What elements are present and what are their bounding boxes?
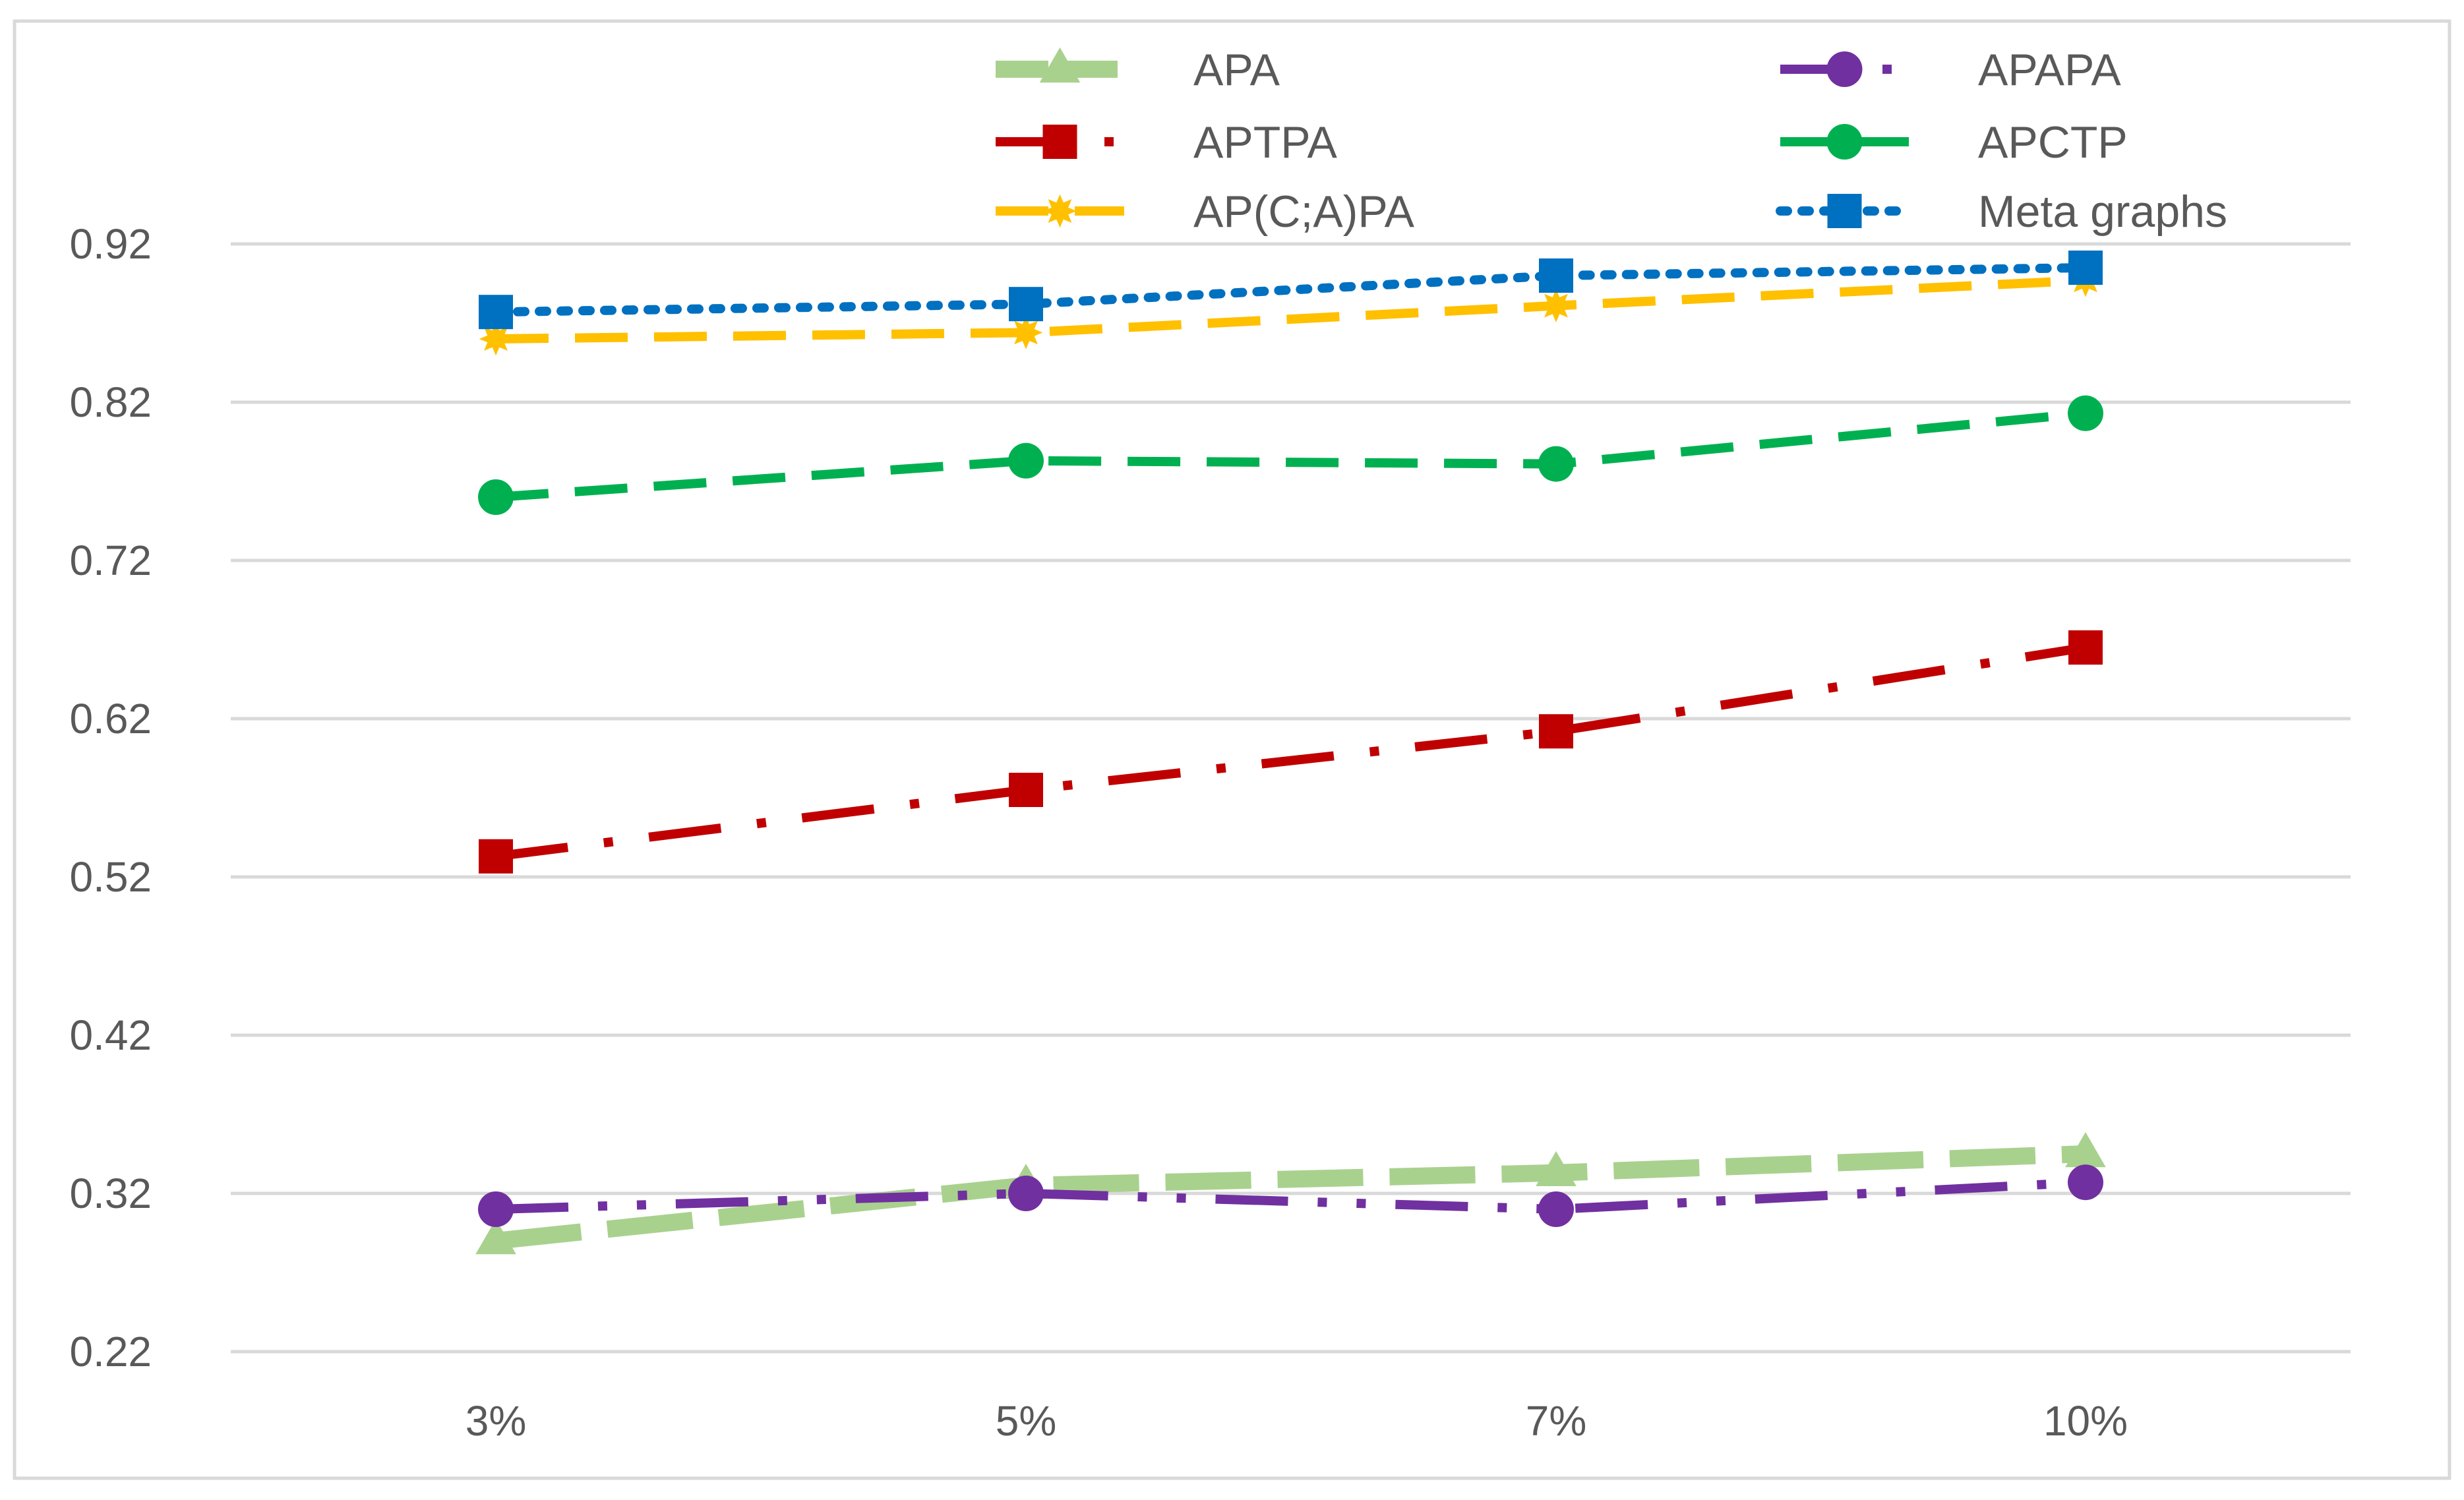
legend-item-apapa: APAPA <box>1780 45 2121 95</box>
chart-border <box>13 19 2451 1480</box>
data-point-apapa <box>478 1191 514 1227</box>
data-point-apa <box>475 1219 516 1255</box>
legend-label: AP(C;A)PA <box>1193 187 1415 237</box>
x-tick-label: 5% <box>996 1397 1057 1445</box>
data-point-meta-graphs <box>2068 251 2103 285</box>
series-meta-graphs <box>479 251 2103 330</box>
data-point-meta-graphs <box>479 295 513 330</box>
legend-label: Meta graphs <box>1978 187 2227 237</box>
data-point-ap-c-a-pa <box>479 322 513 356</box>
y-tick-label: 0.22 <box>69 1328 152 1375</box>
legend-item-meta-graphs: Meta graphs <box>1776 187 2227 237</box>
data-point-aptpa <box>1009 773 1043 807</box>
y-tick-label: 0.82 <box>69 378 152 426</box>
legend-label: APCTP <box>1978 117 2128 167</box>
legend: APA APAPA APTPA APCTP AP(C;A)PA Meta graphs <box>996 45 2227 237</box>
gridlines <box>231 242 2351 1354</box>
legend-marker <box>1826 124 1863 160</box>
data-point-apctp <box>1008 442 1044 479</box>
data-point-ap-c-a-pa <box>1539 289 1573 322</box>
x-tick-label: 3% <box>466 1397 527 1445</box>
y-tick-label: 0.92 <box>69 220 152 268</box>
x-axis-tick-labels: 3% 5% 7% 10% <box>466 1397 2128 1445</box>
data-point-apapa <box>2068 1164 2103 1201</box>
y-tick-label: 0.62 <box>69 695 152 742</box>
data-point-apapa <box>1008 1176 1044 1211</box>
legend-label: APA <box>1193 45 1280 95</box>
data-point-apa <box>1536 1151 1577 1187</box>
y-tick-label: 0.42 <box>69 1011 152 1059</box>
legend-marker <box>1039 47 1081 83</box>
series-line-apctp <box>495 408 2086 502</box>
data-point-aptpa <box>479 839 513 874</box>
data-point-meta-graphs <box>1539 258 1573 293</box>
y-tick-label: 0.32 <box>69 1170 152 1217</box>
data-point-aptpa <box>2068 630 2103 665</box>
legend-marker <box>1043 194 1077 228</box>
series-apapa <box>478 1164 2103 1227</box>
data-point-apctp <box>478 479 514 515</box>
data-point-ap-c-a-pa <box>1009 316 1043 349</box>
legend-marker <box>1826 51 1863 87</box>
y-axis-tick-labels: 0.22 0.32 0.42 0.52 0.62 0.72 0.82 0.92 <box>69 220 152 1375</box>
legend-item-apa: APA <box>996 45 1280 95</box>
data-point-apapa <box>1538 1191 1574 1227</box>
legend-item-apctp: APCTP <box>1780 117 2128 167</box>
series-apctp <box>478 395 2103 515</box>
series-line-aptpa <box>495 643 2087 861</box>
legend-marker <box>1042 125 1077 159</box>
data-point-apctp <box>1538 446 1574 482</box>
legend-marker <box>1827 194 1862 228</box>
series-line-meta-graphs <box>491 263 2090 317</box>
series-aptpa <box>479 630 2103 874</box>
x-tick-label: 10% <box>2043 1397 2128 1445</box>
x-tick-label: 7% <box>1526 1397 1587 1445</box>
series-line-ap-c-a-pa <box>495 276 2086 344</box>
data-point-apctp <box>2068 395 2103 431</box>
data-point-apa <box>2065 1132 2106 1168</box>
legend-item-ap-c-a-pa: AP(C;A)PA <box>996 187 1415 237</box>
y-tick-label: 0.52 <box>69 853 152 901</box>
legend-label: APAPA <box>1978 45 2121 95</box>
series-line-apa <box>495 1145 2086 1249</box>
y-tick-label: 0.72 <box>69 537 152 584</box>
data-point-meta-graphs <box>1009 287 1043 322</box>
series-line-apapa <box>495 1178 2086 1215</box>
legend-item-aptpa: APTPA <box>996 117 1338 167</box>
series-layer <box>475 251 2106 1255</box>
legend-label: APTPA <box>1193 117 1338 167</box>
data-point-aptpa <box>1539 714 1573 749</box>
